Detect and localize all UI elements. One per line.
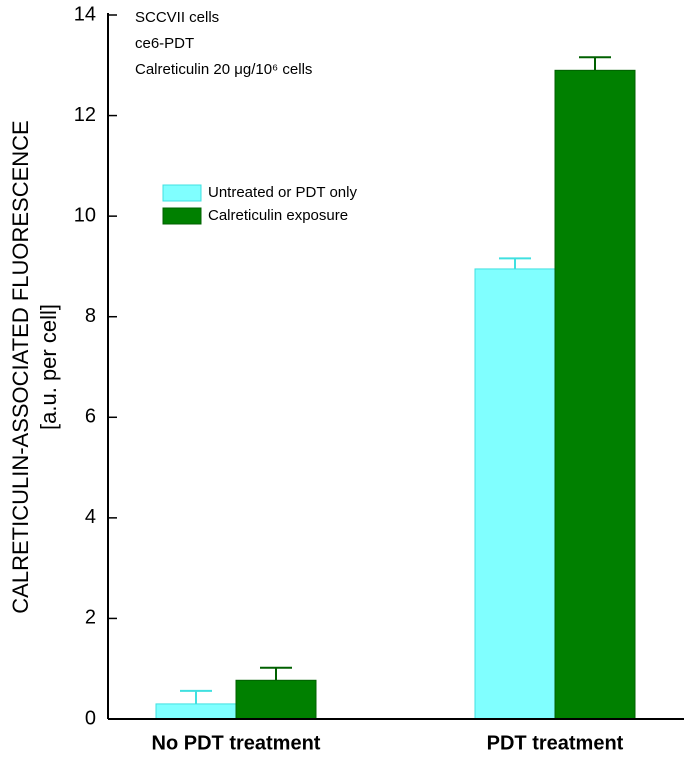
y-tick-label: 4	[85, 506, 96, 528]
y-axis-label: CALRETICULIN-ASSOCIATED FLUORESCENCE	[8, 120, 33, 613]
x-tick-label: PDT treatment	[487, 732, 624, 754]
annotation: SCCVII cells	[135, 9, 219, 26]
y-tick-label: 2	[85, 607, 96, 629]
legend-swatch	[162, 207, 202, 225]
y-tick-label: 14	[74, 3, 96, 25]
bar	[554, 69, 636, 720]
legend-label: Untreated or PDT only	[208, 184, 357, 201]
y-tick-label: 0	[85, 707, 96, 729]
y-tick-label: 8	[85, 305, 96, 327]
legend-swatch	[162, 184, 202, 202]
bar	[155, 703, 237, 720]
annotation: ce6-PDT	[135, 35, 194, 52]
y-tick-label: 10	[74, 204, 96, 226]
y-tick-label: 6	[85, 406, 96, 428]
bar	[474, 268, 556, 720]
x-tick-label: No PDT treatment	[152, 732, 321, 754]
annotation: Calreticulin 20 μg/10⁶ cells	[135, 61, 312, 78]
legend-label: Calreticulin exposure	[208, 207, 348, 224]
y-tick-label: 12	[74, 104, 96, 126]
y-axis-label: [a.u. per cell]	[36, 304, 61, 430]
bar	[235, 679, 317, 720]
